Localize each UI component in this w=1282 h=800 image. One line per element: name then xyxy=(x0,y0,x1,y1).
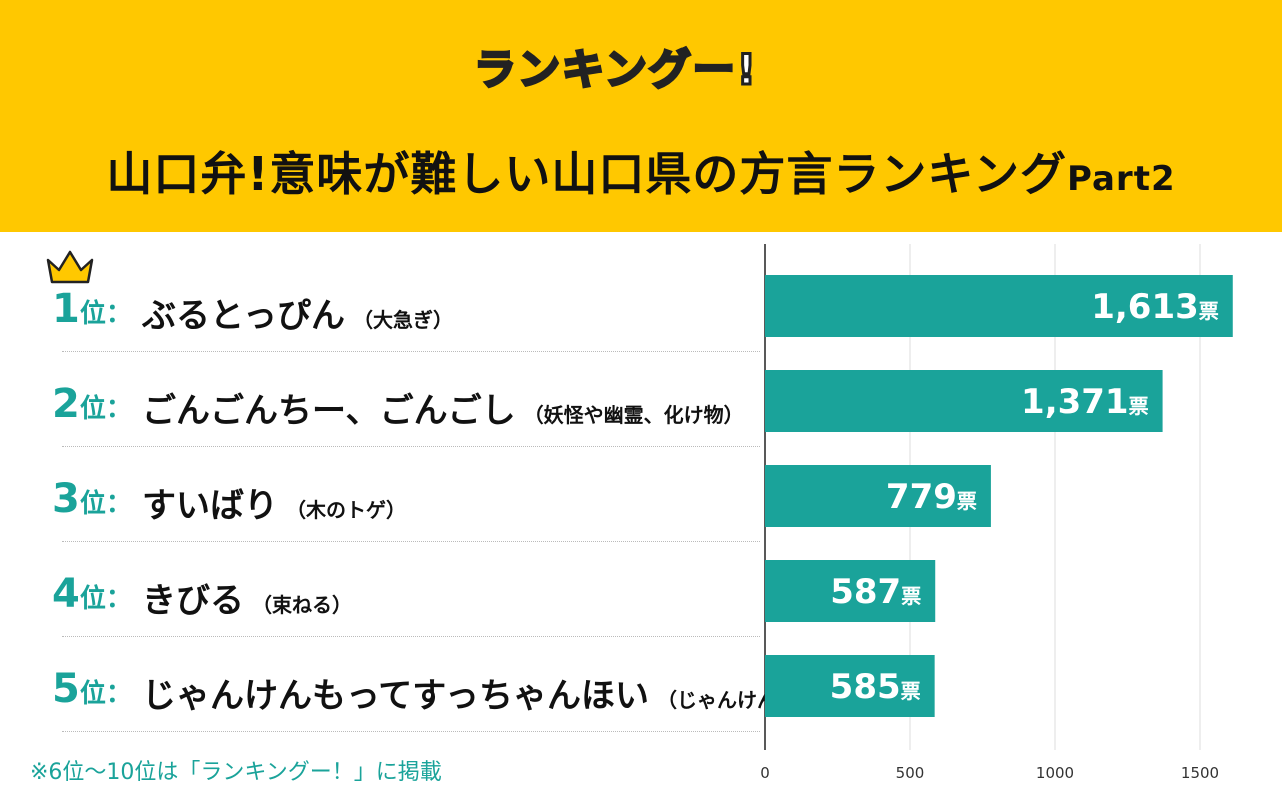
ranking-row: 3位： すいばり （木のトゲ） xyxy=(0,448,760,542)
ranking-row: 1位： ぶるとっぴん （大急ぎ） xyxy=(0,258,760,352)
bar-value-label: 1,371票 xyxy=(1021,382,1149,422)
row-divider xyxy=(62,351,760,352)
ranking-row: 2位： ごんごんちー、ごんごし （妖怪や幽霊、化け物） xyxy=(0,353,760,447)
row-divider xyxy=(62,446,760,447)
title-main: 山口弁!意味が難しい山口県の方言ランキング xyxy=(106,147,1067,201)
bar xyxy=(765,275,1233,337)
ranking-row: 5位： じゃんけんもってすっちゃんほい （じゃんけんぽん） xyxy=(0,638,837,732)
rank-number: 2 xyxy=(52,381,80,427)
bar xyxy=(765,465,991,527)
title-suffix: Part2 xyxy=(1066,159,1176,199)
dialect-word-text: きびる xyxy=(142,581,244,621)
dialect-word: すいばり （木のトゲ） xyxy=(142,478,406,527)
rank-label: 5位： xyxy=(52,666,132,712)
bar xyxy=(765,560,936,622)
dialect-word-text: ぶるとっぴん xyxy=(142,296,345,336)
rank-label: 4位： xyxy=(52,571,132,617)
dialect-word-text: じゃんけんもってすっちゃんほい xyxy=(142,676,649,716)
bar-value-label: 587票 xyxy=(830,572,921,612)
rank-number: 5 xyxy=(52,666,80,712)
x-tick-label: 1500 xyxy=(1181,764,1219,782)
dialect-meaning: （木のトゲ） xyxy=(286,498,406,522)
row-divider xyxy=(62,731,760,732)
crown-icon xyxy=(46,250,94,284)
dialect-word-text: すいばり xyxy=(142,486,278,526)
dialect-word: ぶるとっぴん （大急ぎ） xyxy=(142,288,453,337)
footnote: ※6位〜10位は「ランキングー！」に掲載 xyxy=(30,760,442,785)
rank-label: 1位： xyxy=(52,286,132,332)
x-tick-label: 0 xyxy=(760,764,770,782)
bar-value-label: 779票 xyxy=(886,477,977,517)
rank-number: 3 xyxy=(52,476,80,522)
x-tick-label: 1000 xyxy=(1036,764,1074,782)
dialect-word: ごんごんちー、ごんごし （妖怪や幽霊、化け物） xyxy=(142,383,744,432)
logo-text: ランキングー! xyxy=(473,44,758,96)
row-divider xyxy=(62,541,760,542)
rank-number: 4 xyxy=(52,571,80,617)
rank-suffix: 位： xyxy=(79,679,132,709)
row-divider xyxy=(62,636,760,637)
dialect-meaning: （妖怪や幽霊、化け物） xyxy=(523,403,744,427)
bar-value-label: 1,613票 xyxy=(1091,287,1219,327)
rank-suffix: 位： xyxy=(79,584,132,614)
rank-number: 1 xyxy=(52,286,80,332)
header-banner: ランキングー! 山口弁!意味が難しい山口県の方言ランキングPart2 xyxy=(0,0,1282,232)
dialect-meaning: （束ねる） xyxy=(252,593,352,617)
bar-value-label: 585票 xyxy=(830,667,921,707)
bar xyxy=(765,370,1163,432)
dialect-word-text: ごんごんちー、ごんごし xyxy=(142,391,516,431)
rank-suffix: 位： xyxy=(79,394,132,424)
rank-suffix: 位： xyxy=(79,299,132,329)
x-tick-label: 500 xyxy=(896,764,925,782)
rank-label: 2位： xyxy=(52,381,132,427)
ranking-row: 4位： きびる （束ねる） xyxy=(0,543,760,637)
rank-suffix: 位： xyxy=(79,489,132,519)
bar-chart: 0 500 1000 1500 1,613票 1,371票 779票 587票 585票 xyxy=(760,244,1233,782)
bar xyxy=(765,655,935,717)
rank-label: 3位： xyxy=(52,476,132,522)
dialect-word: きびる （束ねる） xyxy=(142,573,352,622)
page-title: 山口弁!意味が難しい山口県の方言ランキングPart2 xyxy=(0,138,1282,204)
dialect-meaning: （大急ぎ） xyxy=(352,308,453,332)
dialect-word: じゃんけんもってすっちゃんほい （じゃんけんぽん） xyxy=(142,668,837,717)
ranking-logo: ランキングー! xyxy=(468,22,818,108)
